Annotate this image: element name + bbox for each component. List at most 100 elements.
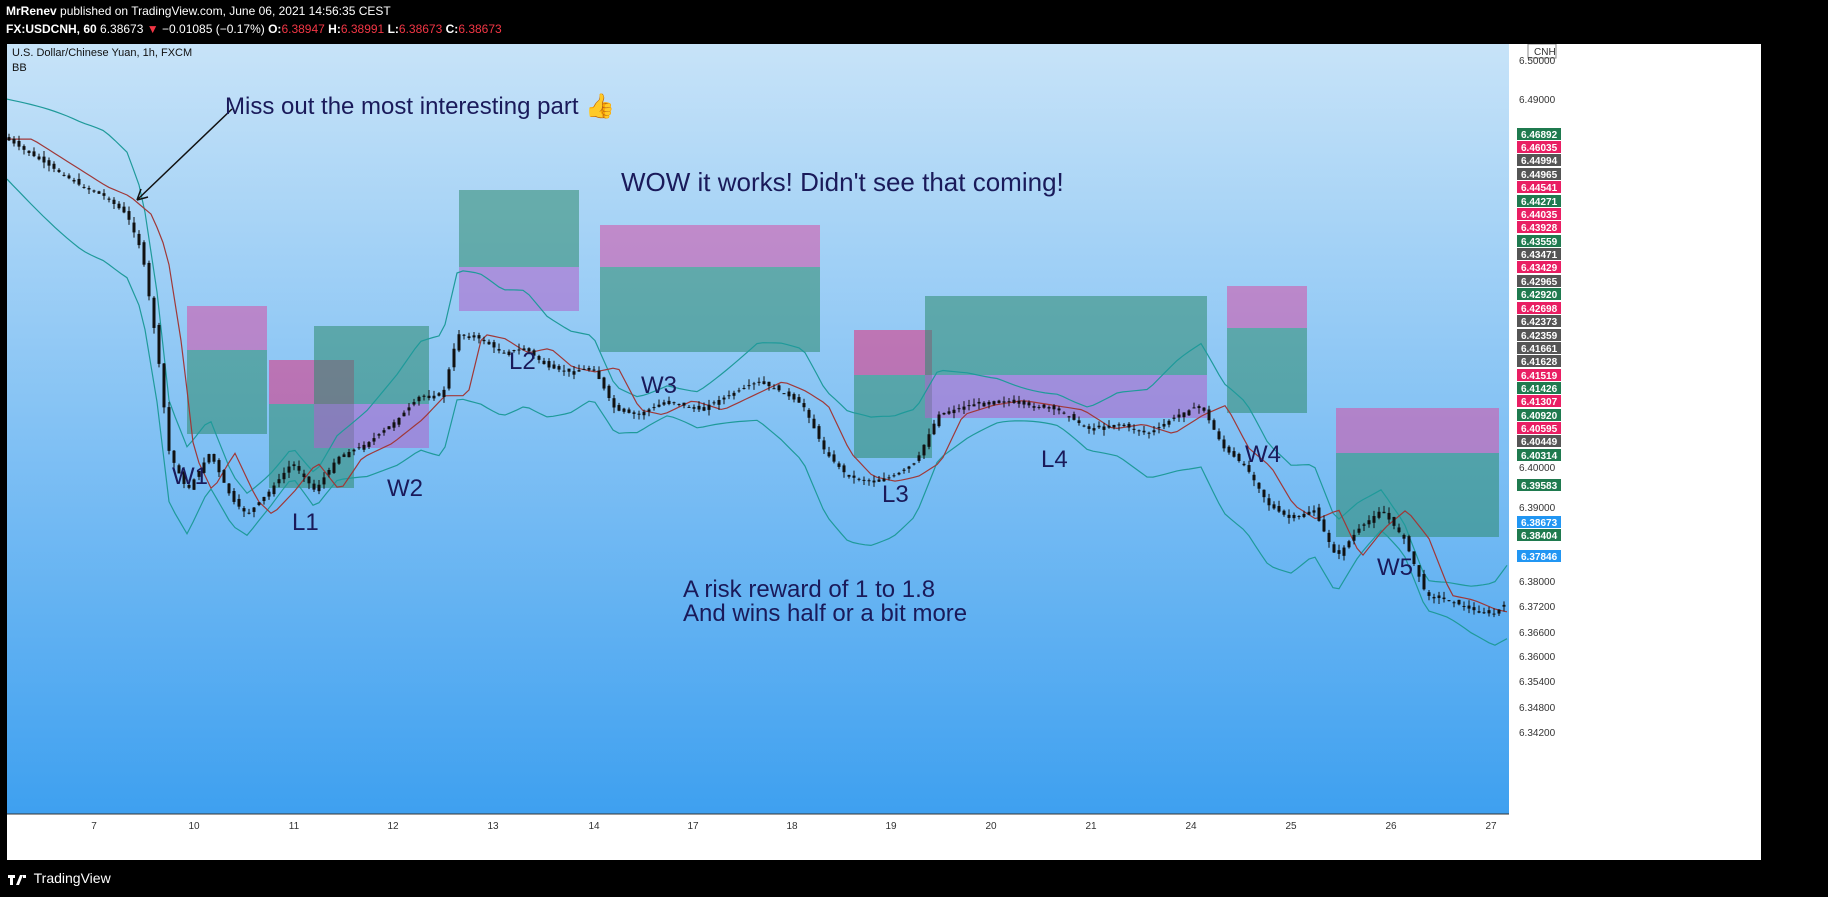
price-tag <box>1517 275 1561 287</box>
candle-body <box>82 186 86 188</box>
candle-body <box>1292 514 1296 519</box>
candle-body <box>162 363 166 408</box>
candle-body <box>207 454 211 463</box>
candle-body <box>707 404 711 410</box>
x-axis: 7 10 11 12 13 14 17 18 19 20 21 24 25 26 27 <box>91 821 1497 832</box>
candle-body <box>72 179 76 182</box>
candle-body <box>1492 613 1496 615</box>
candle-body <box>1297 516 1301 518</box>
candle-body <box>102 193 106 196</box>
candle-body <box>757 381 761 383</box>
trade-box <box>459 190 579 267</box>
candle-body <box>1207 409 1211 421</box>
candle-body <box>292 464 296 467</box>
tradingview-logo[interactable]: TradingView <box>8 870 111 886</box>
candle-body <box>1257 482 1261 489</box>
price-tag-label: 6.38673 <box>1521 518 1558 529</box>
trade-label-w4: W4 <box>1245 441 1281 468</box>
candle-body <box>1342 547 1346 556</box>
candle-body <box>1277 506 1281 512</box>
change-value: −0.01085 (−0.17%) <box>162 22 265 36</box>
candle-body <box>722 397 726 400</box>
price-tag-label: 6.42698 <box>1521 304 1558 315</box>
candle-body <box>1102 426 1106 430</box>
price-tag-label: 6.43429 <box>1521 263 1558 274</box>
candle-body <box>527 348 531 352</box>
candle-body <box>1362 524 1366 526</box>
open-label: O: <box>268 22 282 36</box>
candle-body <box>557 366 561 370</box>
price-tag-label: 6.40920 <box>1521 411 1558 422</box>
candle-body <box>782 393 786 395</box>
author-name[interactable]: MrRenev <box>6 4 57 18</box>
candle-body <box>1037 406 1041 408</box>
candle-body <box>912 463 916 465</box>
candle-body <box>1272 504 1276 509</box>
chart-area[interactable]: Miss out the most interesting part 👍 WOW … <box>6 43 1761 860</box>
candle-body <box>1392 516 1396 526</box>
currency-badge-label: CNH <box>1534 47 1556 58</box>
candle-body <box>237 498 241 507</box>
low-label: L: <box>387 22 399 36</box>
candle-body <box>677 403 681 405</box>
legend-indicator: BB <box>12 62 27 74</box>
candle-body <box>1482 612 1486 614</box>
candle-body <box>67 175 71 179</box>
candle-body <box>577 370 581 372</box>
candle-body <box>447 369 451 389</box>
candle-body <box>7 137 11 141</box>
candle-body <box>897 472 901 475</box>
candle-body <box>1412 551 1416 564</box>
price-tag-label: 6.40595 <box>1521 424 1558 435</box>
price-tag <box>1517 248 1561 260</box>
candle-body <box>802 403 806 408</box>
price-tag <box>1517 422 1561 434</box>
x-tick-label: 18 <box>786 821 798 832</box>
candle-body <box>1332 544 1336 553</box>
candle-body <box>1147 432 1151 434</box>
candle-body <box>962 406 966 410</box>
candle-body <box>957 408 961 410</box>
price-chart[interactable]: Miss out the most interesting part 👍 WOW … <box>6 43 1761 860</box>
price-tag <box>1517 154 1561 166</box>
currency-badge[interactable] <box>1527 43 1557 59</box>
y-tick-label: 6.38000 <box>1519 577 1556 588</box>
candle-body <box>1062 412 1066 414</box>
candle-body <box>612 398 616 408</box>
candle-body <box>222 470 226 483</box>
candle-body <box>982 402 986 407</box>
candle-body <box>1197 406 1201 409</box>
candle-body <box>987 401 991 405</box>
candle-body <box>877 479 881 482</box>
candle-body <box>212 453 216 462</box>
y-tick-label: 6.39000 <box>1519 503 1556 514</box>
candle-body <box>642 411 646 416</box>
candle-body <box>907 466 911 469</box>
candle-body <box>1072 414 1076 420</box>
candle-body <box>1387 512 1391 520</box>
candle-body <box>1252 474 1256 481</box>
candle-body <box>467 336 471 339</box>
candle-body <box>1367 520 1371 525</box>
arrow-line <box>136 108 233 201</box>
candle-body <box>57 169 61 172</box>
price-tag <box>1517 221 1561 233</box>
candle-body <box>687 406 691 408</box>
price-tag-label: 6.41661 <box>1521 344 1558 355</box>
symbol-label: FX:USDCNH, 60 <box>6 22 97 36</box>
candle-body <box>397 417 401 425</box>
x-tick-label: 20 <box>985 821 997 832</box>
candle-body <box>702 407 706 411</box>
candle-body <box>1427 592 1431 596</box>
candle-body <box>457 334 461 351</box>
candle-body <box>1152 430 1156 433</box>
candle-body <box>1317 507 1321 521</box>
candle-body <box>257 502 261 506</box>
candle-body <box>992 401 996 405</box>
candle-body <box>652 407 656 409</box>
last-price: 6.38673 <box>100 22 144 36</box>
candle-body <box>622 408 626 412</box>
price-tag-label: 6.43471 <box>1521 250 1558 261</box>
trade-label-l4: L4 <box>1041 446 1068 473</box>
bb-basis <box>7 138 1508 613</box>
